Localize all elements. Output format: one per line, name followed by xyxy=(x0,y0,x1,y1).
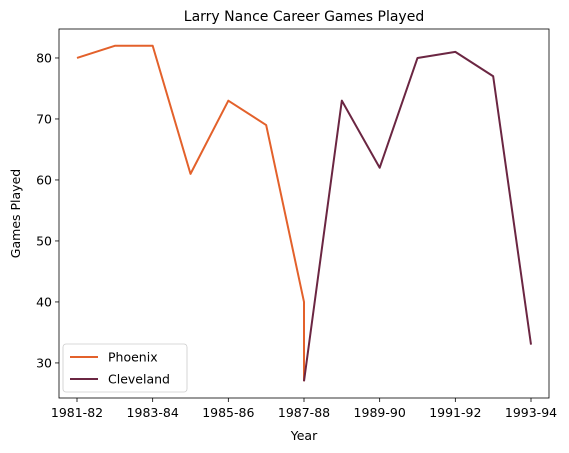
x-tick-label: 1983-84 xyxy=(127,405,179,420)
x-axis: 1981-82 1983-84 1985-86 1987-88 1989-90 1991-… xyxy=(51,398,557,420)
y-tick-label: 80 xyxy=(36,50,52,65)
y-axis-label: Games Played xyxy=(8,169,23,258)
y-axis: 30 40 50 60 70 80 xyxy=(36,50,59,370)
x-tick-label: 1993-94 xyxy=(505,405,557,420)
x-tick-label: 1981-82 xyxy=(51,405,103,420)
x-tick-label: 1989-90 xyxy=(354,405,406,420)
series-lines xyxy=(76,44,532,382)
x-tick-label: 1991-92 xyxy=(429,405,481,420)
x-tick-label: 1987-88 xyxy=(278,405,330,420)
x-tick-label: 1985-86 xyxy=(202,405,254,420)
y-tick-label: 70 xyxy=(36,111,52,126)
legend-label-cleveland: Cleveland xyxy=(108,372,170,387)
legend-label-phoenix: Phoenix xyxy=(108,350,158,365)
series-line-phoenix xyxy=(76,44,305,382)
y-tick-label: 60 xyxy=(36,172,52,187)
x-axis-label: Year xyxy=(290,428,318,443)
chart-title: Larry Nance Career Games Played xyxy=(184,9,424,25)
y-tick-label: 40 xyxy=(36,294,52,309)
series-line-cleveland xyxy=(303,50,532,382)
y-tick-label: 50 xyxy=(36,233,52,248)
legend: Phoenix Cleveland xyxy=(62,343,188,393)
y-tick-label: 30 xyxy=(36,355,52,370)
plot-frame xyxy=(58,28,550,399)
